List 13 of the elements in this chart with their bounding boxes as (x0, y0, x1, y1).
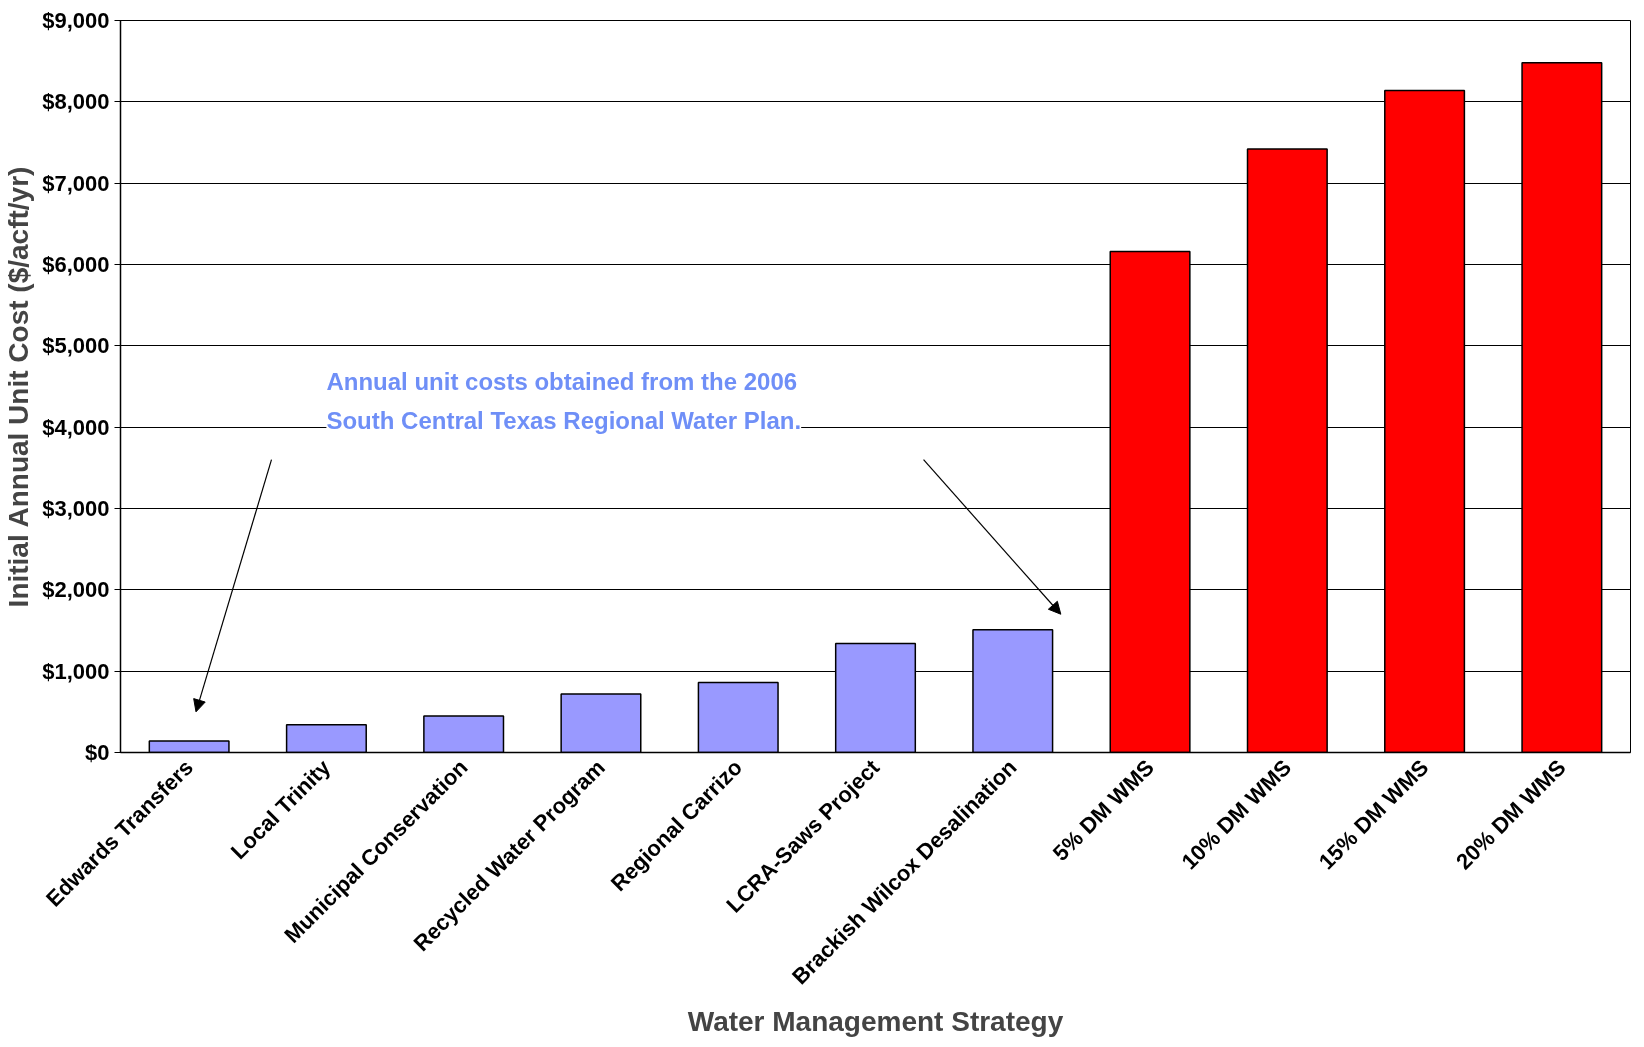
y-tick-label: $0 (85, 740, 110, 765)
y-tick-label: $7,000 (42, 170, 110, 196)
x-axis-title: Water Management Strategy (687, 1006, 1064, 1038)
y-tick-label: $2,000 (42, 577, 110, 603)
y-tick-label: $6,000 (42, 252, 110, 277)
y-tick-label: $8,000 (42, 89, 110, 115)
y-tick-label: $5,000 (42, 333, 110, 359)
y-axis-title: Initial Annual Unit Cost ($/acft/yr) (3, 166, 35, 608)
y-tick-label: $9,000 (42, 8, 110, 33)
y-tick-label: $3,000 (42, 496, 110, 521)
y-tick-label: $4,000 (42, 414, 110, 440)
annotation: Annual unit costs obtained from the 2006 South Central Texas Regional Water Plan. (326, 367, 802, 434)
y-tick-label: $1,000 (42, 658, 110, 684)
